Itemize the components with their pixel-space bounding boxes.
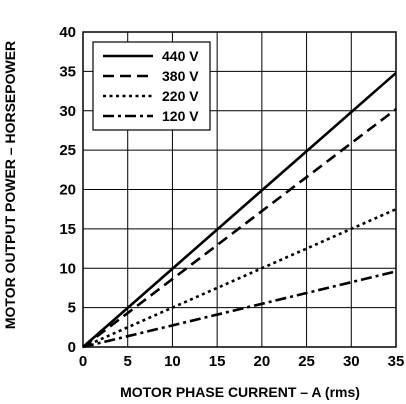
legend-label: 120 V [162,108,199,124]
x-tick-label: 30 [343,353,360,370]
x-tick-label: 15 [209,353,226,370]
series-line-220-v [82,207,397,349]
x-tick-label: 10 [164,353,181,370]
x-tick-label: 5 [124,353,132,370]
y-tick-label: 25 [59,142,76,159]
x-tick-label: 25 [298,353,315,370]
legend: 440 V 380 V 220 V 120 V [92,41,211,131]
y-tick-label: 5 [68,300,76,317]
y-tick-label: 30 [59,103,76,120]
series-line-120-v [82,270,397,349]
legend-label: 220 V [162,88,199,104]
x-tick-label: 35 [388,353,405,370]
y-tick-labels: 0 5 10 15 20 25 30 35 40 [59,24,76,356]
series-line-440-v [82,71,397,348]
y-tick-label: 40 [59,24,76,41]
legend-label: 380 V [162,68,199,84]
plot-frame [82,31,397,348]
x-tick-label: 0 [79,353,87,370]
series-line-380-v [82,108,397,349]
x-tick-label: 20 [254,353,271,370]
y-tick-label: 15 [59,221,76,238]
x-tick-labels: 0 5 10 15 20 25 30 35 [79,353,405,370]
y-tick-label: 20 [59,182,76,199]
y-tick-label: 10 [59,260,76,277]
series-lines [82,71,397,349]
x-axis-label: MOTOR PHASE CURRENT – A (rms) [120,384,360,400]
legend-label: 440 V [162,48,199,64]
y-tick-label: 35 [59,63,76,80]
y-tick-label: 0 [68,339,76,356]
y-axis-label: MOTOR OUTPUT POWER – HORSEPOWER [2,41,18,329]
